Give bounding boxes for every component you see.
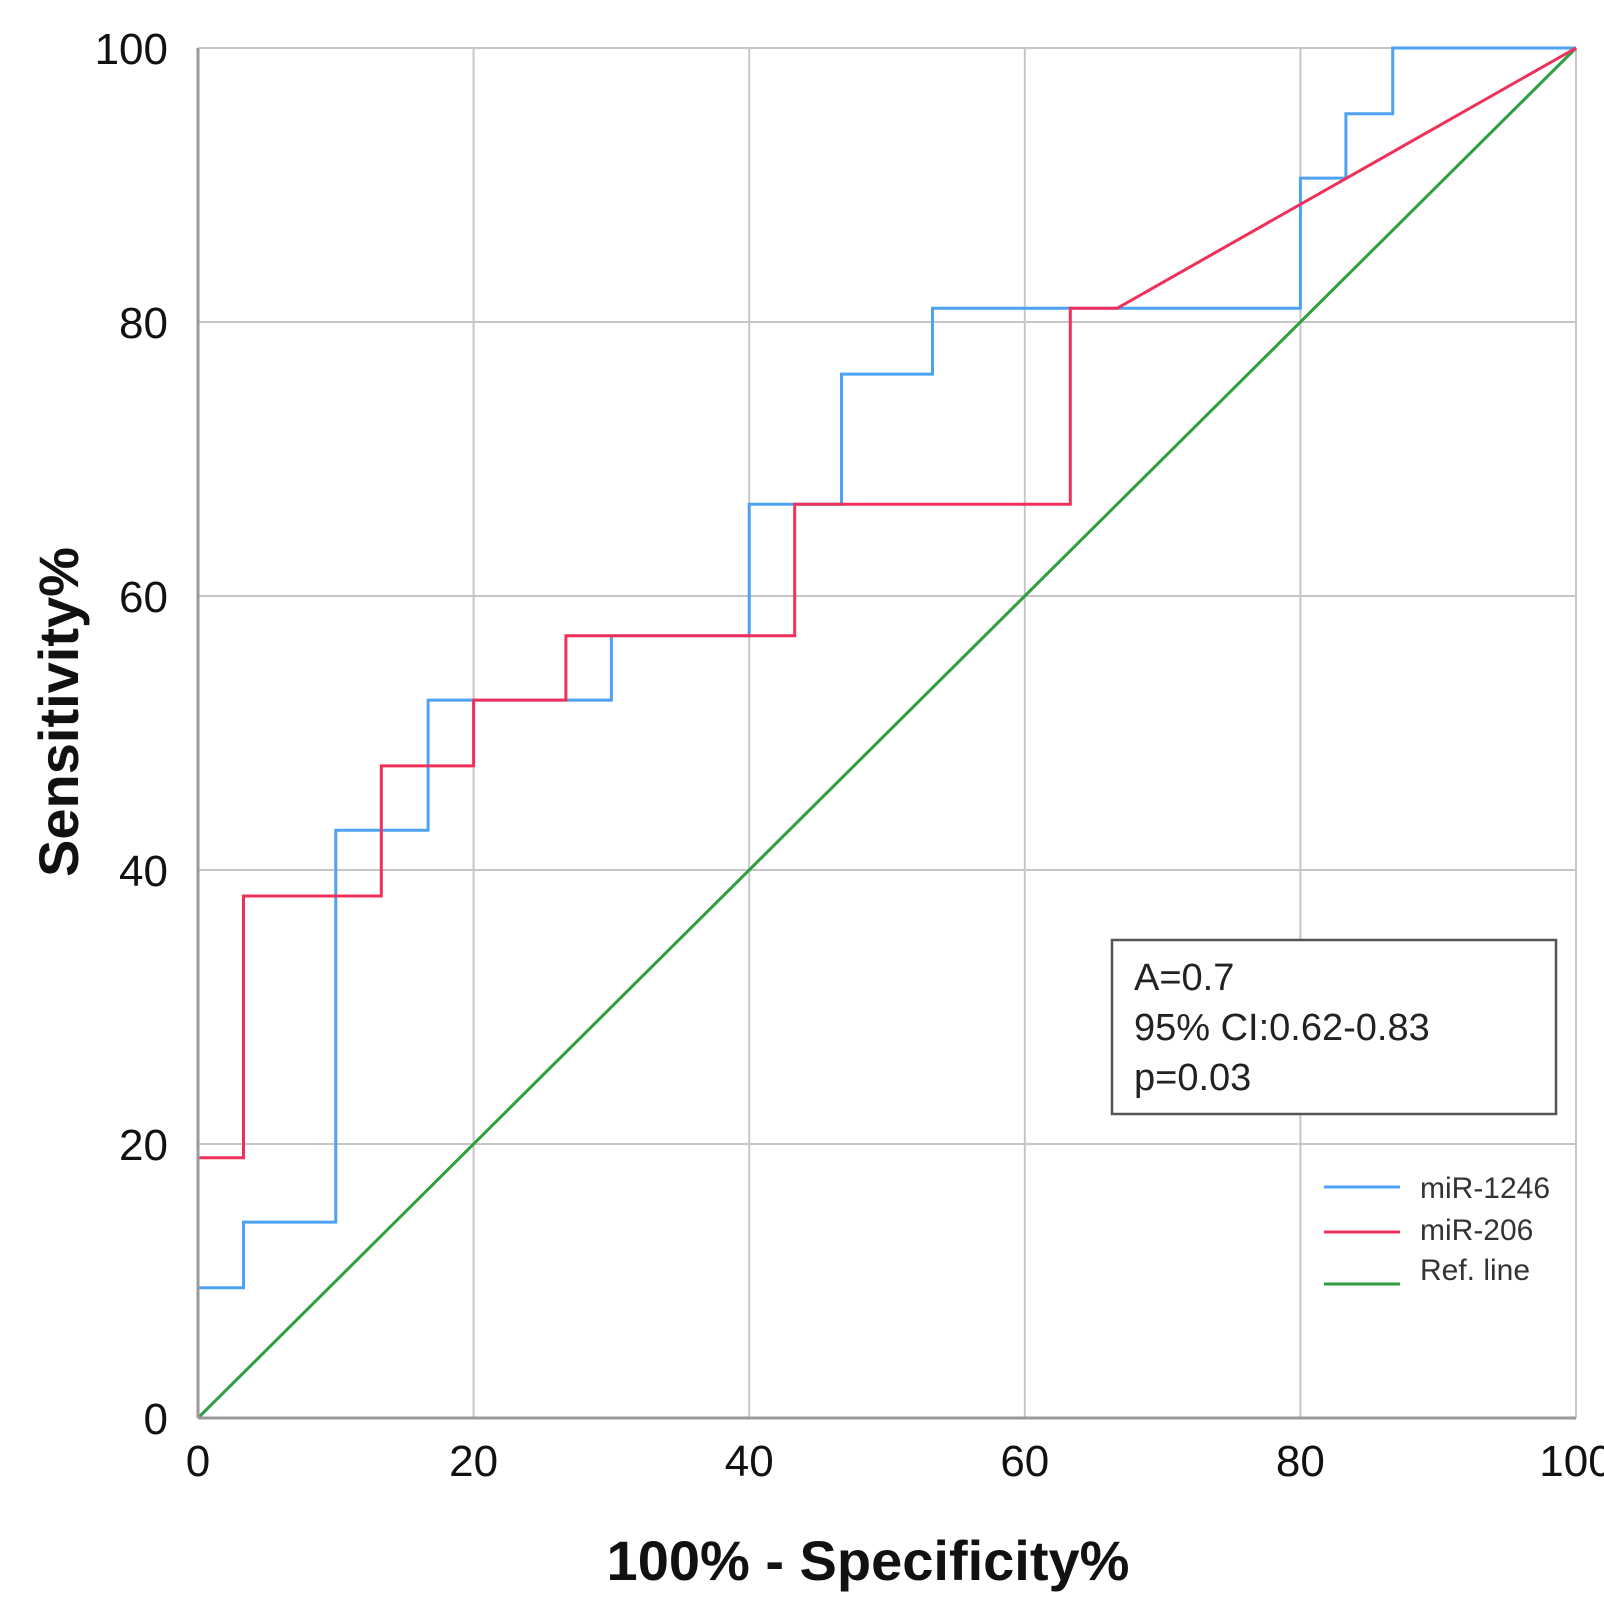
series-lines (196, 46, 1578, 1420)
x-tick-label: 80 (1276, 1437, 1325, 1486)
y-tick-label: 0 (144, 1395, 168, 1444)
legend-label-mir-1246: miR-1246 (1420, 1172, 1550, 1205)
annotation-frame (1110, 938, 1558, 1116)
annotation-auc: A=0.7 (1134, 957, 1234, 999)
y-tick-label: 100 (95, 25, 168, 74)
legend-label-ref-line: Ref. line (1420, 1254, 1530, 1287)
x-tick-label: 20 (449, 1437, 498, 1486)
legend-label-mir-206: miR-206 (1420, 1214, 1533, 1247)
y-tick-label: 40 (119, 847, 168, 896)
x-tick-label: 60 (1000, 1437, 1049, 1486)
x-tick-label: 100 (1539, 1437, 1604, 1486)
x-tick-label: 0 (186, 1437, 210, 1486)
legend: miR-1246 miR-206 Ref. line (1310, 1146, 1572, 1298)
series-line-ref-line (196, 46, 1578, 1420)
annotation-ci: 95% CI:0.62-0.83 (1134, 1007, 1430, 1049)
series-line-mir-1246 (196, 46, 1576, 1418)
y-axis-title: Sensitivity% (27, 547, 90, 877)
x-axis-title: 100% - Specificity% (607, 1529, 1130, 1592)
y-tick-label: 80 (119, 299, 168, 348)
annotation-box: A=0.7 95% CI:0.62-0.83 p=0.03 (1110, 938, 1558, 1116)
series-line-mir-206 (196, 46, 1577, 1418)
x-tick-labels: 0 20 40 60 80 100 (186, 1437, 1604, 1486)
axes (196, 48, 1576, 1420)
y-tick-label: 60 (119, 573, 168, 622)
y-tick-label: 20 (119, 1121, 168, 1170)
y-tick-labels: 0 20 40 60 80 100 (95, 25, 168, 1444)
legend-background (1310, 1146, 1572, 1298)
x-tick-label: 40 (725, 1437, 774, 1486)
annotation-p: p=0.03 (1134, 1057, 1251, 1099)
